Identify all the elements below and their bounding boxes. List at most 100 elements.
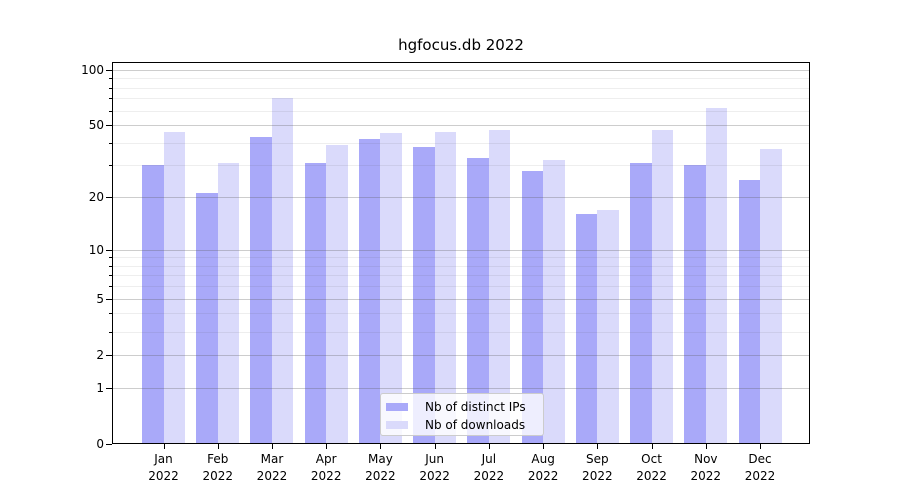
y-minor-tick-mark bbox=[109, 142, 112, 144]
y-minor-tick-mark bbox=[109, 286, 112, 288]
x-tick-label-sep: Sep 2022 bbox=[582, 452, 613, 483]
bar-downloads-jan bbox=[163, 131, 185, 444]
y-tick-mark bbox=[106, 298, 112, 300]
y-tick-mark bbox=[106, 387, 112, 389]
y-tick-mark bbox=[106, 125, 112, 127]
x-tick-mark bbox=[326, 444, 328, 449]
bar-downloads-dec bbox=[760, 148, 782, 444]
x-tick-label-jul: Jul 2022 bbox=[473, 452, 505, 483]
bar-downloads-jul bbox=[488, 130, 511, 444]
grid-layer bbox=[112, 62, 810, 444]
bars-layer bbox=[112, 62, 810, 444]
plot-area bbox=[112, 62, 810, 444]
x-tick-mark bbox=[651, 444, 653, 449]
x-tick-label-nov: Nov 2022 bbox=[690, 452, 722, 483]
x-tick-mark bbox=[163, 444, 165, 449]
gridline-minor bbox=[112, 286, 810, 288]
y-minor-tick-mark bbox=[109, 265, 112, 267]
x-tick-mark bbox=[760, 444, 762, 449]
gridline-minor bbox=[112, 275, 810, 277]
bar-downloads-jun bbox=[434, 131, 457, 444]
bar-ips-jul bbox=[467, 157, 489, 444]
x-tick-label-may: May 2022 bbox=[365, 452, 396, 483]
y-minor-tick-mark bbox=[109, 98, 112, 100]
y-tick-mark bbox=[106, 197, 112, 199]
bar-ips-aug bbox=[521, 170, 544, 444]
x-tick-mark bbox=[380, 444, 382, 449]
gridline-major bbox=[112, 125, 810, 127]
y-tick-label: 1 bbox=[96, 380, 104, 395]
gridline-minor bbox=[112, 257, 810, 259]
bar-ips-oct bbox=[630, 162, 652, 444]
chart-title: hgfocus.db 2022 bbox=[398, 36, 524, 54]
bar-ips-apr bbox=[304, 162, 327, 444]
y-tick-label: 50 bbox=[88, 118, 104, 133]
y-minor-tick-mark bbox=[109, 275, 112, 277]
x-tick-mark bbox=[705, 444, 707, 449]
y-tick-label: 10 bbox=[88, 242, 104, 257]
y-tick-mark bbox=[106, 69, 112, 71]
y-tick-label: 2 bbox=[96, 347, 104, 362]
gridline-minor bbox=[112, 165, 810, 167]
x-tick-mark bbox=[271, 444, 273, 449]
gridline-minor bbox=[112, 98, 810, 100]
bar-downloads-oct bbox=[651, 130, 674, 444]
y-tick-label: 20 bbox=[88, 190, 104, 205]
legend-label: Nb of distinct IPs bbox=[425, 400, 526, 414]
x-tick-label-jan: Jan 2022 bbox=[148, 452, 179, 483]
x-tick-label-jun: Jun 2022 bbox=[419, 452, 450, 483]
x-tick-mark bbox=[434, 444, 436, 449]
bar-ips-jun bbox=[413, 146, 435, 444]
x-tick-mark bbox=[543, 444, 545, 449]
y-minor-tick-mark bbox=[109, 165, 112, 167]
gridline-minor bbox=[112, 78, 810, 80]
gridline-major bbox=[112, 69, 810, 71]
bar-ips-feb bbox=[196, 193, 218, 444]
y-tick-mark bbox=[106, 354, 112, 356]
y-minor-tick-mark bbox=[109, 313, 112, 315]
gridline-minor bbox=[112, 142, 810, 144]
legend-swatch-distinct-ips bbox=[386, 403, 408, 411]
y-minor-tick-mark bbox=[109, 78, 112, 80]
gridline-major bbox=[112, 249, 810, 251]
gridline-minor bbox=[112, 87, 810, 89]
y-minor-tick-mark bbox=[109, 87, 112, 89]
bar-ips-sep bbox=[575, 214, 598, 444]
y-minor-tick-mark bbox=[109, 110, 112, 112]
x-tick-mark bbox=[488, 444, 490, 449]
x-tick-label-dec: Dec 2022 bbox=[744, 452, 776, 483]
gridline-major bbox=[112, 387, 810, 389]
bar-ips-jan bbox=[142, 165, 164, 444]
gridline-minor bbox=[112, 313, 810, 315]
x-tick-mark bbox=[597, 444, 599, 449]
gridline-major bbox=[112, 354, 810, 356]
legend-item-distinct-ips: Nb of distinct IPs bbox=[386, 398, 543, 416]
bar-ips-dec bbox=[738, 179, 761, 444]
legend-swatch-downloads bbox=[386, 421, 408, 429]
y-minor-tick-mark bbox=[109, 331, 112, 333]
x-tick-label-aug: Aug 2022 bbox=[527, 452, 559, 483]
gridline-minor bbox=[112, 265, 810, 267]
gridline-major bbox=[112, 197, 810, 199]
x-tick-label-oct: Oct 2022 bbox=[636, 452, 667, 483]
x-tick-label-apr: Apr 2022 bbox=[310, 452, 342, 483]
bar-downloads-sep bbox=[597, 209, 619, 444]
legend: Nb of distinct IPs Nb of downloads bbox=[380, 393, 544, 436]
bar-downloads-mar bbox=[271, 98, 294, 444]
legend-item-downloads: Nb of downloads bbox=[386, 416, 543, 434]
y-tick-label: 100 bbox=[81, 62, 104, 77]
bar-ips-mar bbox=[250, 137, 272, 444]
bar-downloads-may bbox=[380, 133, 402, 444]
legend-label: Nb of downloads bbox=[425, 418, 526, 432]
x-tick-label-feb: Feb 2022 bbox=[202, 452, 233, 483]
gridline-major bbox=[112, 298, 810, 300]
y-tick-label: 0 bbox=[96, 437, 104, 451]
x-tick-label-mar: Mar 2022 bbox=[256, 452, 288, 483]
bar-ips-nov bbox=[684, 165, 706, 444]
bar-downloads-feb bbox=[217, 162, 240, 444]
gridline-minor bbox=[112, 110, 810, 112]
y-tick-mark bbox=[106, 444, 112, 445]
bar-ips-may bbox=[358, 138, 381, 444]
bar-downloads-apr bbox=[326, 144, 348, 444]
